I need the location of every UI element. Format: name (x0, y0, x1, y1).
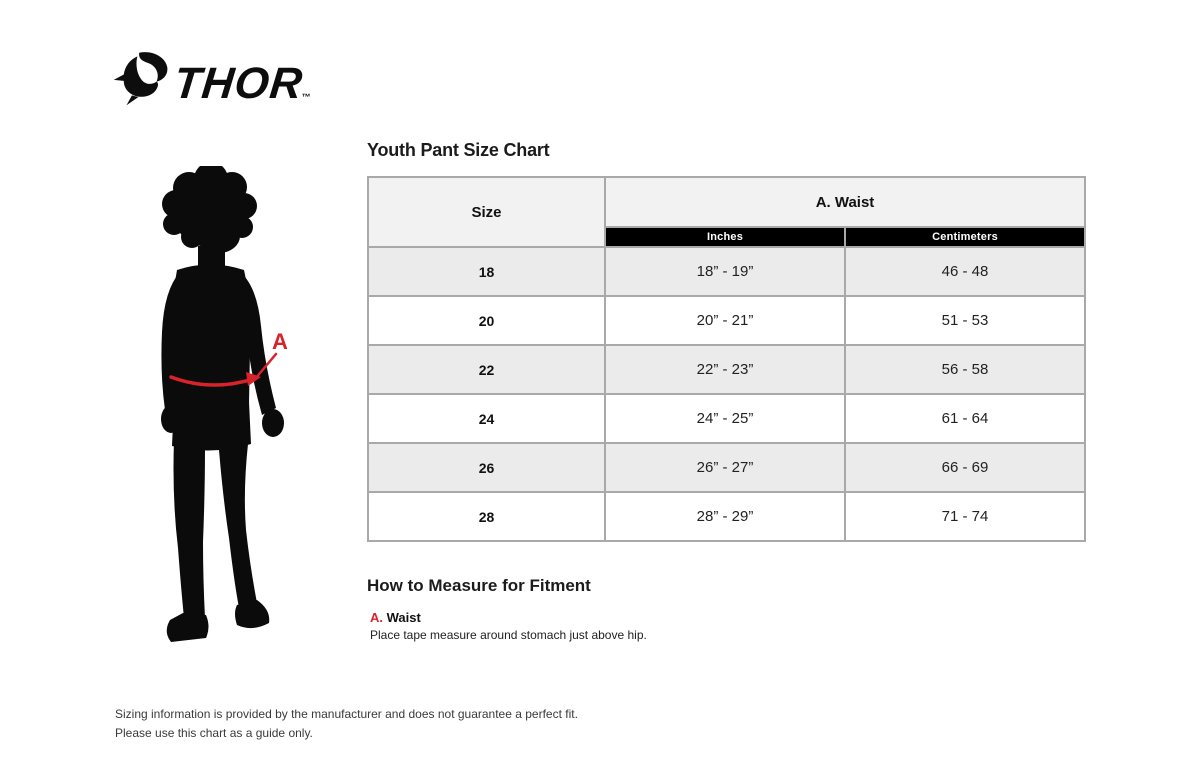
cell-inches: 26” - 27” (604, 442, 846, 493)
cell-centimeters: 46 - 48 (844, 246, 1086, 297)
cell-size: 20 (367, 295, 606, 346)
table-row: 28 28” - 29” 71 - 74 (367, 491, 1086, 542)
disclaimer-line-2: Please use this chart as a guide only. (115, 726, 313, 741)
measure-section-heading: How to Measure for Fitment (367, 576, 591, 595)
cell-size: 28 (367, 491, 606, 542)
column-header-size: Size (367, 176, 606, 248)
cell-centimeters: 61 - 64 (844, 393, 1086, 444)
subcolumn-header-inches: Inches (604, 226, 846, 248)
size-chart-table: Size A. Waist Inches Centimeters 18 18” … (367, 176, 1086, 542)
cell-size: 18 (367, 246, 606, 297)
thor-goat-icon (113, 52, 168, 106)
disclaimer-line-1: Sizing information is provided by the ma… (115, 707, 578, 721)
subcolumn-header-centimeters: Centimeters (844, 226, 1086, 248)
trademark-mark: ™ (300, 92, 311, 102)
cell-inches: 22” - 23” (604, 344, 846, 395)
table-row: 20 20” - 21” 51 - 53 (367, 295, 1086, 346)
cell-size: 22 (367, 344, 606, 395)
table-subheader-row: Inches Centimeters (368, 226, 1086, 248)
measure-item-name: Waist (386, 610, 421, 625)
cell-size: 24 (367, 393, 606, 444)
table-header-row: Size A. Waist (367, 176, 1086, 248)
main-content: Youth Pant Size Chart Size A. Waist Inch… (367, 140, 1086, 643)
brand-wordmark: THOR™ (171, 59, 311, 108)
child-silhouette: A (161, 162, 288, 642)
table-row: 18 18” - 19” 46 - 48 (367, 246, 1086, 297)
waist-annotation: A (169, 329, 288, 387)
table-row: 26 26” - 27” 66 - 69 (367, 442, 1086, 493)
disclaimer: Sizing information is provided by the ma… (115, 705, 578, 743)
brand-logo: THOR™ (112, 50, 312, 108)
cell-centimeters: 71 - 74 (844, 491, 1086, 542)
cell-centimeters: 66 - 69 (844, 442, 1086, 493)
table-row: 22 22” - 23” 56 - 58 (367, 344, 1086, 395)
cell-centimeters: 51 - 53 (844, 295, 1086, 346)
cell-inches: 18” - 19” (604, 246, 846, 297)
cell-centimeters: 56 - 58 (844, 344, 1086, 395)
measure-item-key: A. (370, 610, 383, 625)
cell-size: 26 (367, 442, 606, 493)
cell-inches: 28” - 29” (604, 491, 846, 542)
column-header-waist: A. Waist (604, 176, 1086, 228)
cell-inches: 20” - 21” (604, 295, 846, 346)
measure-item-title: A. Waist (370, 610, 1084, 626)
cell-inches: 24” - 25” (604, 393, 846, 444)
measure-item-waist: A. Waist Place tape measure around stoma… (370, 610, 1084, 643)
waist-annotation-label: A (272, 329, 288, 354)
page-title: Youth Pant Size Chart (367, 140, 550, 160)
measurement-figure: A (143, 162, 305, 666)
table-row: 24 24” - 25” 61 - 64 (367, 393, 1086, 444)
measure-item-description: Place tape measure around stomach just a… (370, 628, 647, 642)
